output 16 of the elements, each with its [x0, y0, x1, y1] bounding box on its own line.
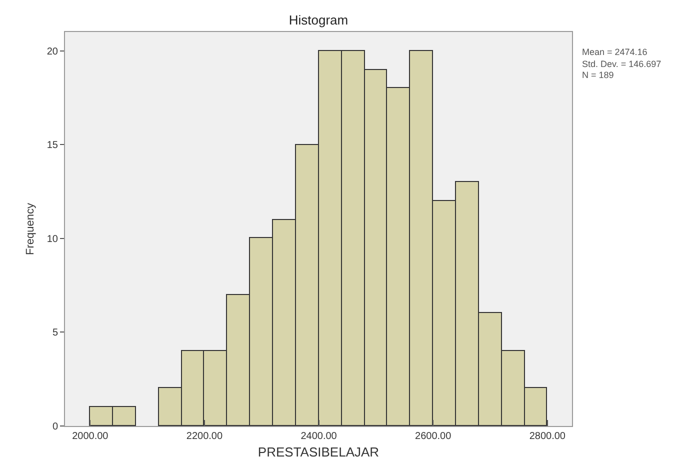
x-tick-label: 2400.00 — [300, 431, 338, 442]
x-tick-label: 2000.00 — [72, 431, 109, 442]
x-tick-label: 2200.00 — [186, 431, 223, 442]
text: Std. Dev. = 146.697 — [582, 59, 662, 69]
y-tick-label: 5 — [52, 328, 58, 339]
y-tick-label: 0 — [52, 422, 58, 432]
x-tick-label: 2800.00 — [529, 431, 566, 442]
y-tick-label: 15 — [46, 140, 58, 152]
chart-title: Histogram — [288, 12, 348, 28]
x-tick-label: 2600.00 — [415, 431, 452, 442]
y-tick-label: 20 — [46, 46, 58, 58]
x-axis-title: PRESTASIBELAJAR — [258, 444, 380, 460]
text: N = 189 — [582, 70, 614, 80]
y-tick-label: 10 — [46, 234, 58, 245]
y-axis-title: Frequency — [24, 202, 37, 255]
text: Mean = 2474.16 — [582, 47, 648, 57]
